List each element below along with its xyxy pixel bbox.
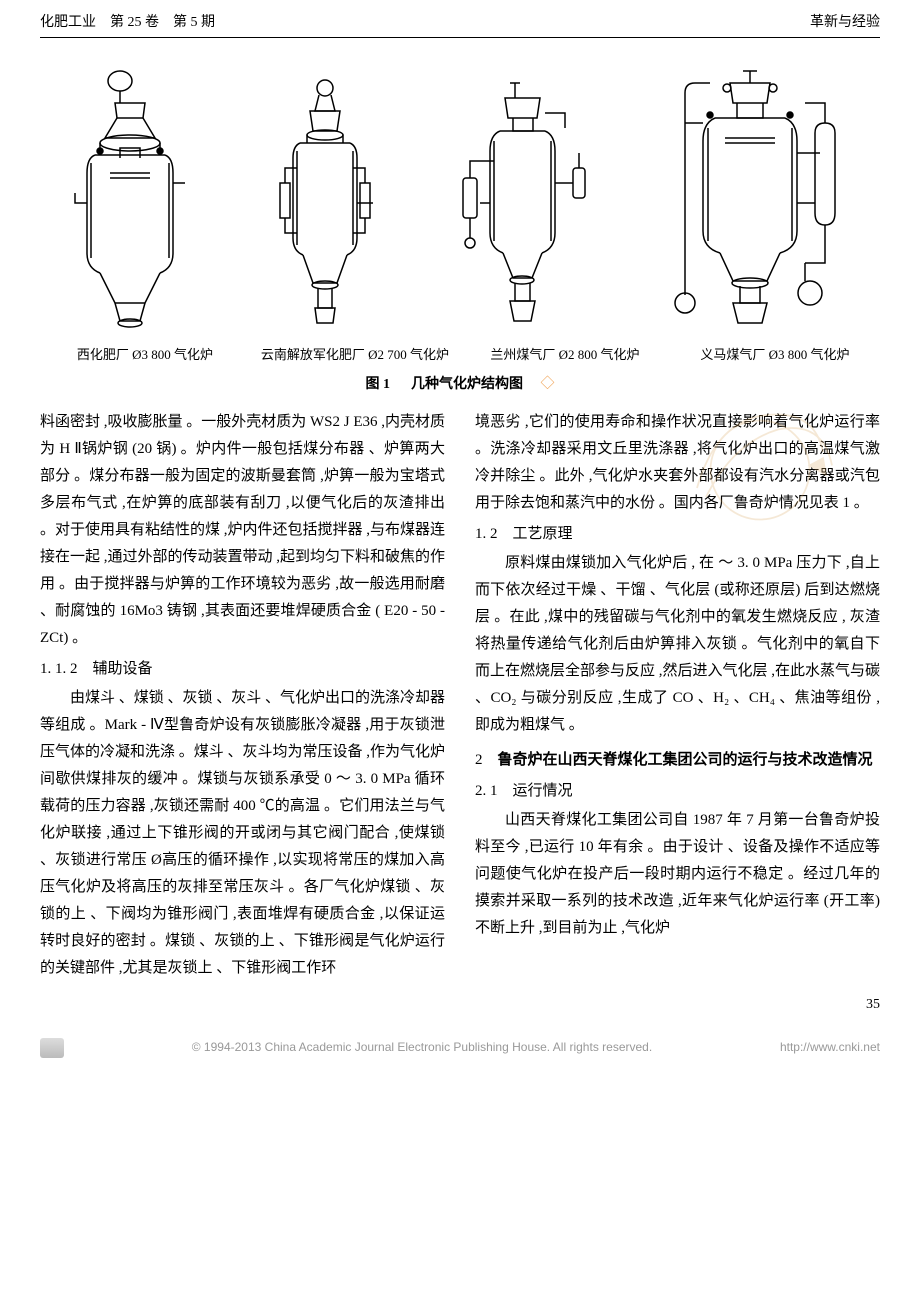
copyright-text: © 1994-2013 China Academic Journal Elect…: [192, 1037, 652, 1059]
heading-1-2: 1. 2 工艺原理: [475, 521, 880, 548]
figure-captions: 西化肥厂 Ø3 800 气化炉 云南解放军化肥厂 Ø2 700 气化炉 兰州煤气…: [40, 343, 880, 366]
gasifier-diagram-2: [255, 73, 395, 333]
paragraph-3: 境恶劣 ,它们的使用寿命和操作状况直接影响着气化炉运行率 。洗涤冷却器采用文丘里…: [475, 409, 880, 517]
heading-1-1-2: 1. 1. 2 辅助设备: [40, 656, 445, 683]
caption-2: 云南解放军化肥厂 Ø2 700 气化炉: [250, 343, 460, 366]
figure-title-text: 几种气化炉结构图: [411, 377, 523, 392]
figure-title: 图 1 几种气化炉结构图 ◇: [40, 372, 880, 397]
journal-info: 化肥工业 第 25 卷 第 5 期: [40, 10, 215, 35]
caption-1: 西化肥厂 Ø3 800 气化炉: [40, 343, 250, 366]
heading-2-num: 2: [475, 752, 483, 768]
paragraph-2: 由煤斗 、煤锁 、灰锁 、灰斗 、气化炉出口的洗涤冷却器等组成 。Mark - …: [40, 685, 445, 982]
page-footer: © 1994-2013 China Academic Journal Elect…: [40, 1037, 880, 1059]
heading-2-1: 2. 1 运行情况: [475, 778, 880, 805]
caption-4: 义马煤气厂 Ø3 800 气化炉: [670, 343, 880, 366]
gasifier-diagram-3: [445, 73, 605, 333]
figure-diagrams: [40, 53, 880, 333]
cnki-icon: [40, 1038, 64, 1058]
figure-label: 图 1: [366, 377, 391, 392]
body-columns: 料函密封 ,吸收膨胀量 。一般外壳材质为 WS2 J E36 ,内壳材质为 H …: [40, 409, 880, 982]
gasifier-diagram-1: [65, 63, 205, 333]
paragraph-5: 山西天脊煤化工集团公司自 1987 年 7 月第一台鲁奇炉投料至今 ,已运行 1…: [475, 807, 880, 942]
page-header: 化肥工业 第 25 卷 第 5 期 革新与经验: [40, 10, 880, 38]
heading-2-title: 鲁奇炉在山西天脊煤化工集团公司的运行与技术改造情况: [498, 752, 873, 768]
cnki-mark-icon: ◇: [527, 377, 555, 392]
section-name: 革新与经验: [810, 10, 880, 35]
heading-2: 2 鲁奇炉在山西天脊煤化工集团公司的运行与技术改造情况: [475, 747, 880, 774]
caption-3: 兰州煤气厂 Ø2 800 气化炉: [460, 343, 670, 366]
cnki-url: http://www.cnki.net: [780, 1037, 880, 1059]
gasifier-diagram-4: [655, 63, 855, 333]
paragraph-4: 原料煤由煤锁加入气化炉后 , 在 ～ 3. 0 MPa 压力下 ,自上而下依次经…: [475, 550, 880, 739]
page-number: 35: [40, 992, 880, 1017]
paragraph-1: 料函密封 ,吸收膨胀量 。一般外壳材质为 WS2 J E36 ,内壳材质为 H …: [40, 409, 445, 652]
